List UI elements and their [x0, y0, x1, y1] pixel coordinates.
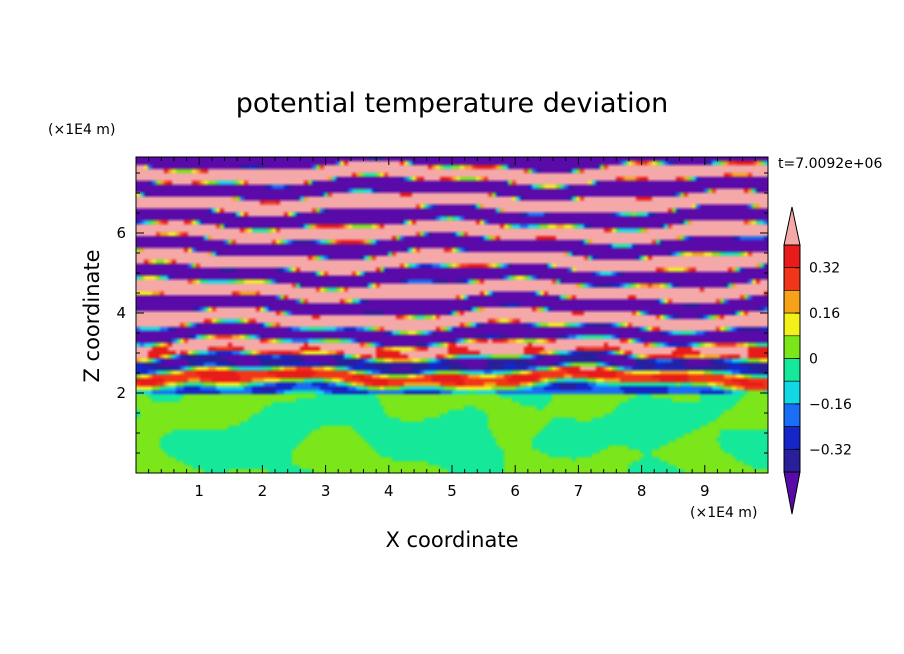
plot-area: [136, 157, 768, 473]
colorbar-segment: [783, 244, 801, 269]
y-tick-label: 4: [116, 304, 126, 322]
colorbar-segment: [783, 267, 801, 291]
colorbar-tick-label: 0.32: [809, 261, 840, 277]
colorbar-tick-label: 0.16: [809, 306, 840, 322]
y-axis-label: Z coordinate: [80, 249, 104, 382]
colorbar-extend-bottom: [783, 471, 801, 515]
colorbar-segment: [783, 335, 801, 359]
x-tick-label: 1: [194, 482, 204, 500]
x-tick-label: 5: [447, 482, 457, 500]
colorbar-tick-label: −0.32: [809, 442, 852, 458]
colorbar-segment: [783, 290, 801, 314]
colorbar-tick-label: 0: [809, 352, 818, 368]
x-tick-label: 7: [574, 482, 584, 500]
y-tick-label: 6: [116, 224, 126, 242]
x-axis-label: X coordinate: [385, 528, 518, 552]
y-unit-label: (×1E4 m): [48, 122, 115, 138]
colorbar-segment: [783, 312, 801, 337]
y-tick-label: 2: [116, 384, 126, 402]
axes: 1 2 3 4 5 6 7 8 9 2 4 6: [116, 156, 769, 500]
colorbar-segment: [783, 403, 801, 427]
x-tick-label: 3: [321, 482, 331, 500]
colorbar-segment: [783, 358, 801, 382]
colorbar-segment: [783, 426, 801, 450]
x-tick-label: 9: [700, 482, 710, 500]
colorbar: 0.32 0.16 0 −0.16 −0.32: [783, 206, 852, 515]
x-tick-label: 2: [258, 482, 268, 500]
colorbar-tick-label: −0.16: [809, 397, 852, 413]
contour-field: [136, 157, 768, 473]
x-tick-label: 4: [384, 482, 394, 500]
x-tick-label: 6: [510, 482, 520, 500]
chart-title: potential temperature deviation: [236, 88, 668, 119]
colorbar-segment: [783, 380, 801, 405]
x-unit-label: (×1E4 m): [690, 505, 757, 521]
time-label: t=7.0092e+06: [778, 156, 882, 172]
x-tick-label: 8: [637, 482, 647, 500]
colorbar-extend-top: [783, 206, 801, 246]
colorbar-segment: [783, 448, 801, 473]
